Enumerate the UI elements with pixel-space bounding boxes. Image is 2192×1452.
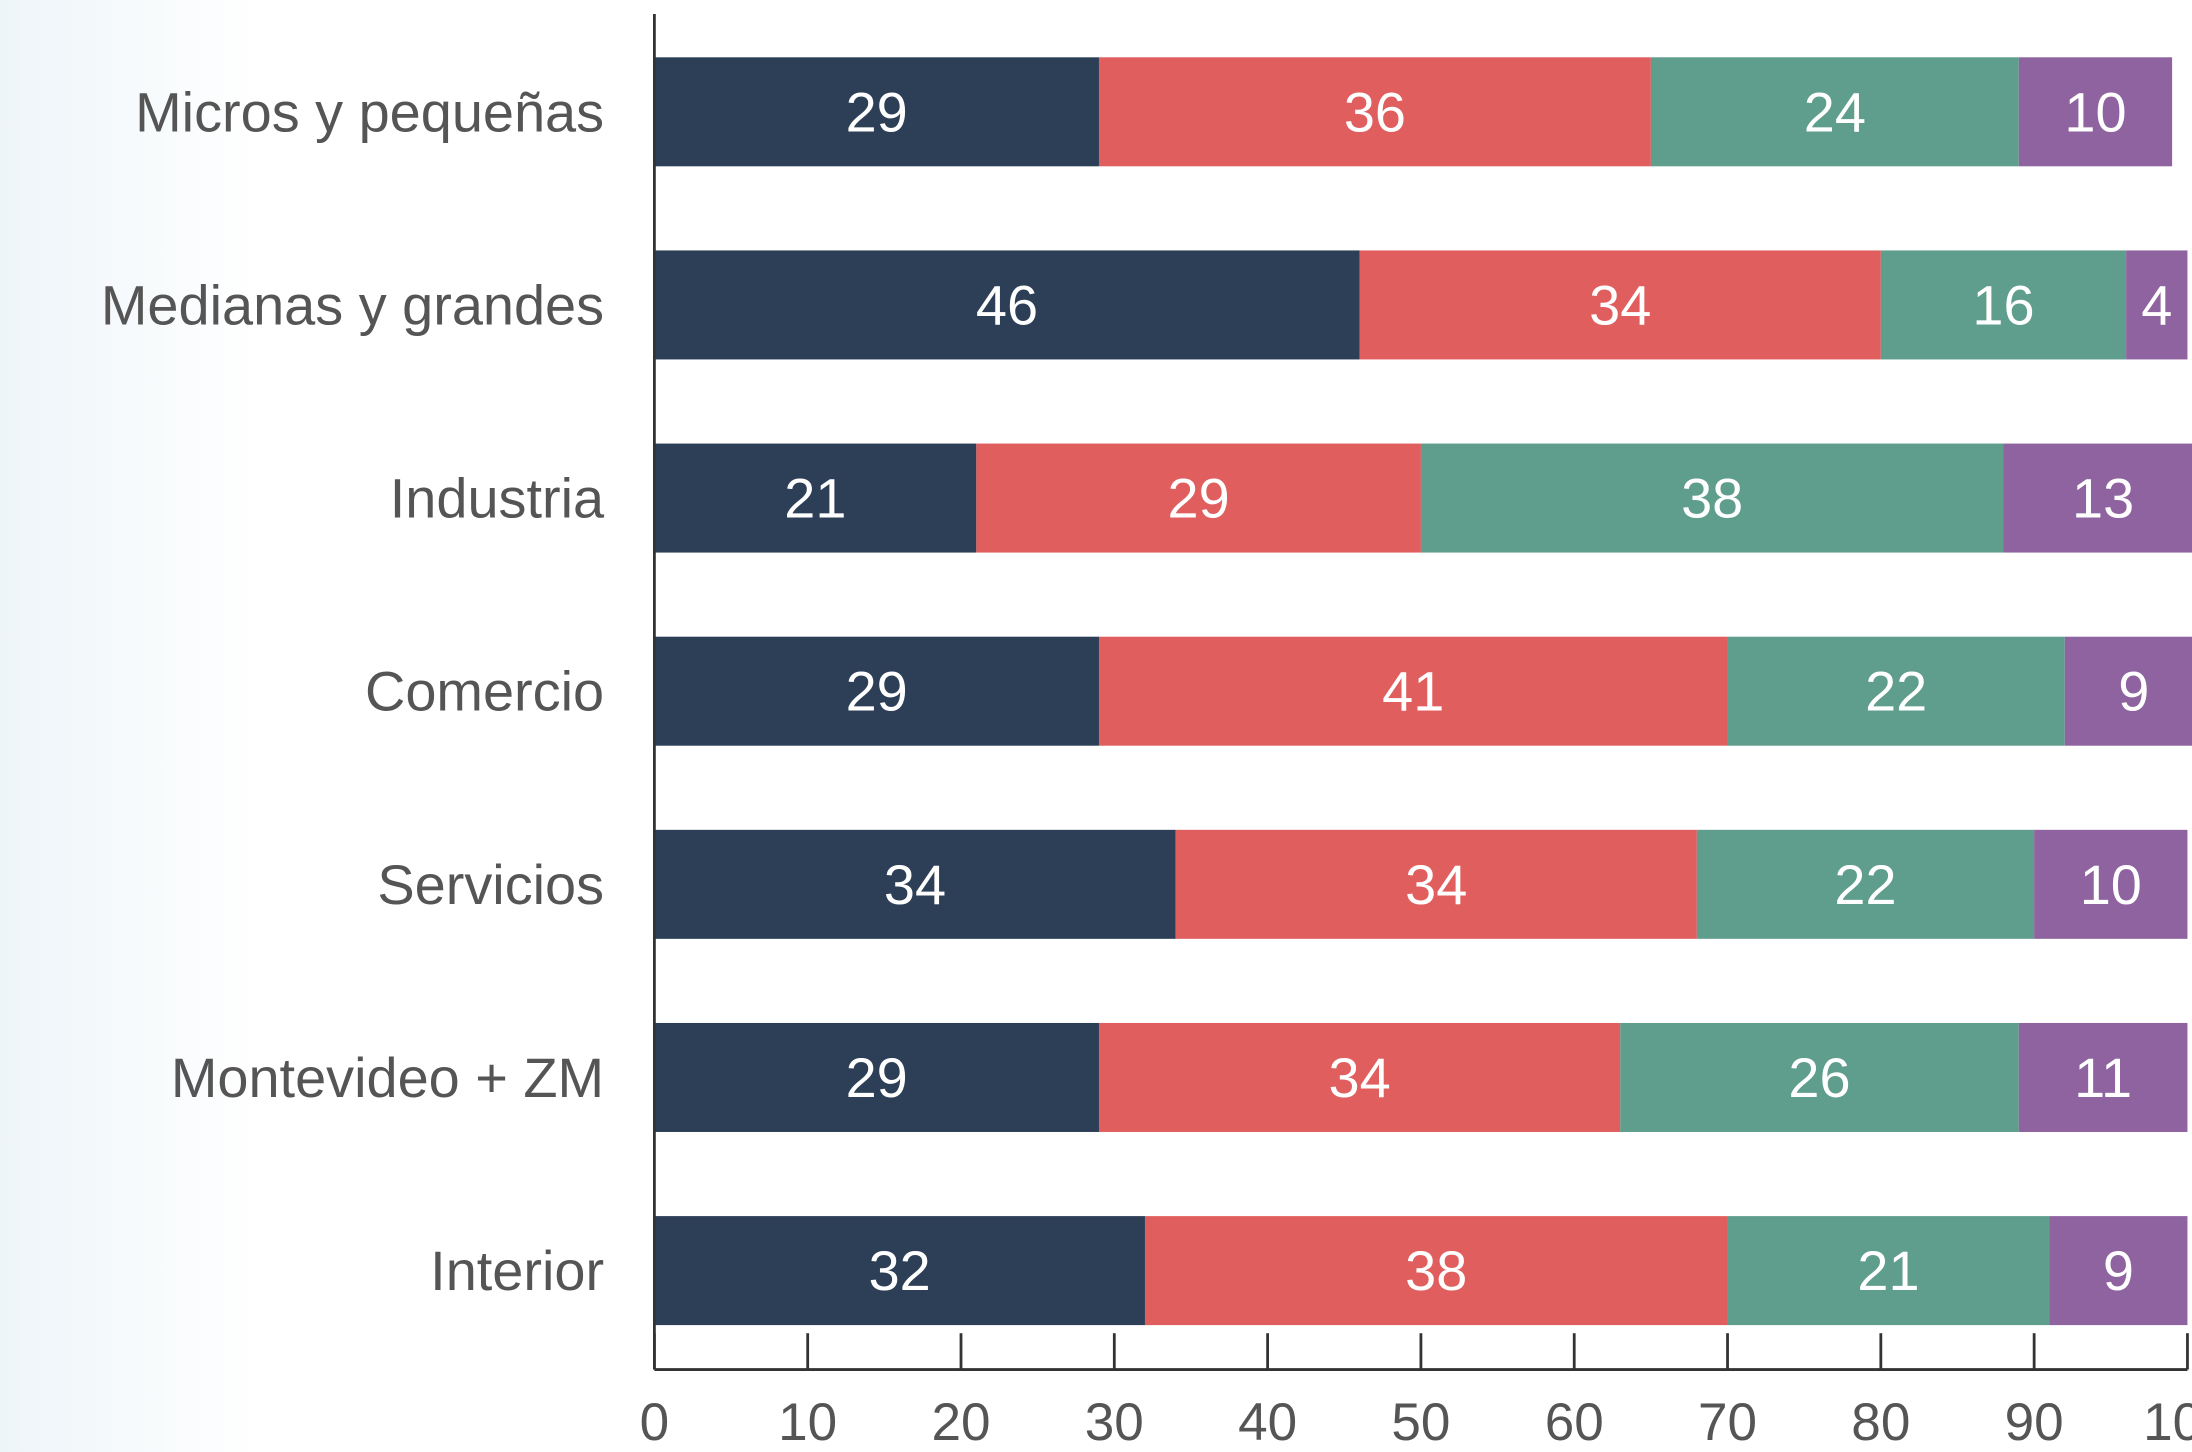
bar-segment (2034, 829, 2188, 939)
bar-segment (2003, 443, 2192, 553)
bar-segment (654, 1216, 1145, 1326)
category-label: Comercio (365, 660, 604, 723)
category-label: Interior (430, 1239, 604, 1302)
value-label: 38 (1405, 1239, 1467, 1302)
category-label: Montevideo + ZM (171, 1046, 604, 1109)
value-label: 21 (784, 467, 846, 530)
bar-segment (2049, 1216, 2188, 1326)
bar-segment (976, 443, 1421, 553)
bar-segment (1098, 57, 1651, 167)
x-tick-label: 20 (931, 1393, 990, 1452)
bar-segment (654, 443, 977, 553)
bar-segment (654, 829, 1176, 939)
value-label: 9 (2118, 660, 2149, 723)
value-label: 22 (1834, 853, 1896, 916)
bar-segment (1359, 250, 1881, 360)
x-tick-label: 30 (1085, 1393, 1144, 1452)
value-label: 32 (869, 1239, 931, 1302)
x-tick-label: 0 (640, 1393, 670, 1452)
bar-segment (1620, 1022, 2019, 1132)
category-label: Micros y pequeñas (135, 80, 604, 143)
bar-segment (654, 250, 1360, 360)
bar-segment (2064, 636, 2192, 746)
value-label: 26 (1788, 1046, 1850, 1109)
x-tick-label: 40 (1238, 1393, 1297, 1452)
value-label: 24 (1804, 80, 1866, 143)
bar-segment (1727, 636, 2065, 746)
value-label: 21 (1857, 1239, 1919, 1302)
x-tick-label: 70 (1698, 1393, 1757, 1452)
value-label: 34 (1405, 853, 1467, 916)
value-label: 29 (1168, 467, 1230, 530)
value-label: 36 (1344, 80, 1406, 143)
value-label: 38 (1681, 467, 1743, 530)
value-label: 34 (884, 853, 946, 916)
bar-segment (1880, 250, 2127, 360)
bar-segment (2018, 57, 2173, 167)
x-tick-label: 50 (1391, 1393, 1450, 1452)
x-tick-label: 60 (1545, 1393, 1604, 1452)
bar-segment (654, 57, 1099, 167)
category-label: Servicios (377, 853, 604, 916)
bar-segment (1098, 1022, 1621, 1132)
value-label: 41 (1382, 660, 1444, 723)
bar-segment (2126, 250, 2188, 360)
value-label: 10 (2064, 80, 2126, 143)
value-label: 29 (846, 660, 908, 723)
bar-segment (1727, 1216, 2050, 1326)
category-label: Medianas y grandes (101, 273, 604, 336)
bar-segment (654, 636, 1099, 746)
value-label: 10 (2080, 853, 2142, 916)
value-label: 22 (1865, 660, 1927, 723)
value-label: 9 (2103, 1239, 2134, 1302)
value-label: 16 (1972, 273, 2034, 336)
bar-segment (654, 1022, 1099, 1132)
bar-segment (1420, 443, 2004, 553)
x-tick-label: 10 (778, 1393, 837, 1452)
bar-segment (1144, 1216, 1728, 1326)
bar-segment (2018, 1022, 2188, 1132)
value-label: 34 (1589, 273, 1651, 336)
x-tick-label: 80 (1851, 1393, 1910, 1452)
value-label: 29 (846, 80, 908, 143)
value-label: 4 (2141, 273, 2172, 336)
category-label: Industria (390, 467, 605, 530)
bar-segment (1696, 829, 2035, 939)
value-label: 46 (976, 273, 1038, 336)
value-label: 34 (1329, 1046, 1391, 1109)
value-label: 13 (2072, 467, 2134, 530)
x-tick-label: 100 (2143, 1393, 2192, 1452)
bar-segment (1098, 636, 1728, 746)
value-label: 11 (2074, 1046, 2132, 1109)
value-label: 29 (846, 1046, 908, 1109)
bar-segment (1175, 829, 1697, 939)
bar-segment (1650, 57, 2019, 167)
x-tick-label: 90 (2005, 1393, 2064, 1452)
